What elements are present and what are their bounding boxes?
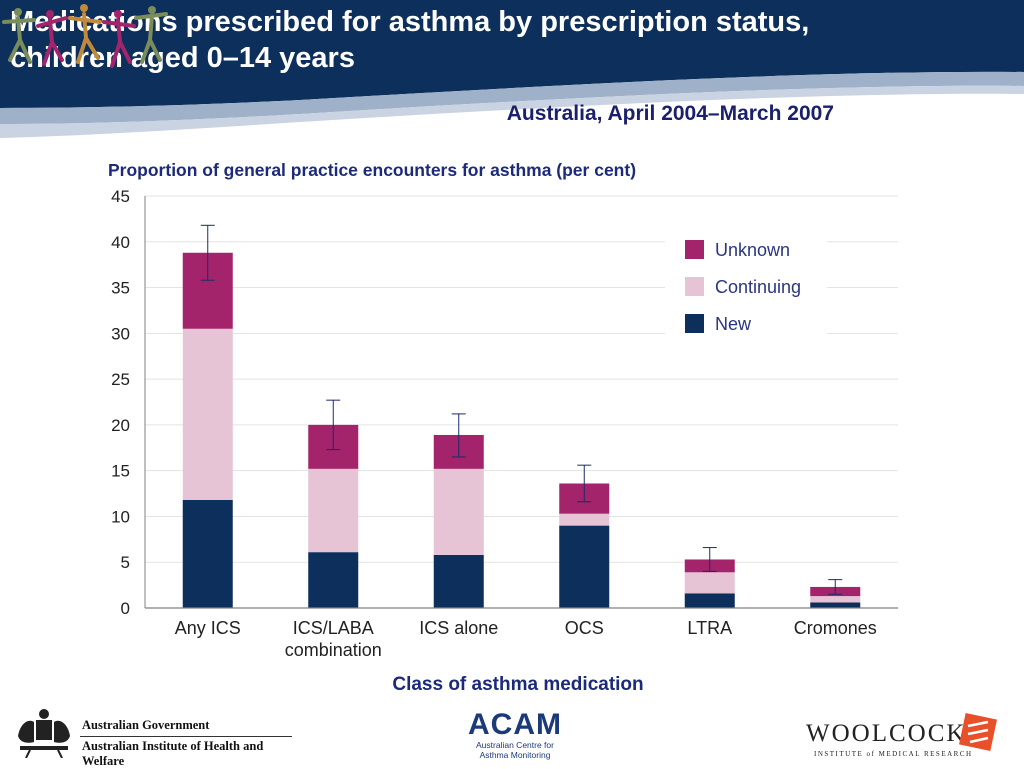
y-tick-label: 25 [111,370,130,389]
acam-logo: ACAM Australian Centre for Asthma Monito… [460,708,570,761]
legend-swatch-continuing [685,277,704,296]
header-swoosh [0,0,1024,138]
australian-government-logo: Australian Government Australian Institu… [12,706,302,768]
bar-new [308,552,359,608]
x-tick-label-line: ICS alone [419,618,498,638]
legend-swatch-new [685,314,704,333]
x-tick-label: LTRA [687,618,732,638]
y-tick-label: 15 [111,462,130,481]
slide-subtitle: Australia, April 2004–March 2007 [506,102,834,125]
acam-line-1: Australian Centre for [476,740,554,750]
y-tick-label: 5 [121,553,130,572]
legend: Unknown Continuing New [665,230,827,345]
bar-new [810,602,861,608]
woolcock-logo: WOOLCOCK INSTITUTE of MEDICAL RESEARCH [806,712,1006,762]
header-banner: Medications prescribed for asthma by pre… [0,0,1024,150]
y-tick-label: 0 [121,599,130,618]
bar-continuing [308,468,359,553]
woolcock-tagline: INSTITUTE of MEDICAL RESEARCH [814,750,973,758]
x-tick-label-line: LTRA [687,618,732,638]
x-tick-label: Any ICS [175,618,241,638]
x-axis-title: Class of asthma medication [392,674,643,695]
bar-continuing [684,572,735,594]
y-tick-label: 10 [111,507,130,526]
x-tick-label-line: ICS/LABA [293,618,374,638]
x-tick-label-line: combination [285,640,382,660]
acam-wordmark: ACAM [468,708,562,741]
legend-swatch-unknown [685,240,704,259]
gov-line-1: Australian Government [82,718,210,732]
legend-label-new: New [715,314,752,334]
gridlines [145,195,898,563]
y-tick-label: 20 [111,416,130,435]
bar-continuing [182,328,233,500]
x-tick-label-line: OCS [565,618,604,638]
slide-title: Medications prescribed for asthma by pre… [10,4,970,76]
legend-label-unknown: Unknown [715,240,790,260]
bar-new [684,593,735,608]
woolcock-wordmark: WOOLCOCK [806,720,967,747]
woolcock-emblem-icon [959,713,997,751]
gov-line-2: Australian Institute of Health and Welfa… [82,739,264,768]
bar-continuing [810,596,861,603]
x-tick-label: ICS/LABA combination [285,618,382,660]
bar-continuing [559,513,610,526]
bar-continuing [433,468,484,555]
coat-of-arms-icon [18,709,70,759]
x-tick-label: ICS alone [419,618,498,638]
x-axis-labels: Any ICS ICS/LABA combination ICS alone OCS LT… [175,618,877,660]
acam-line-2: Asthma Monitoring [479,750,551,760]
y-axis-ticks: 0 5 10 15 20 25 30 35 40 45 [111,187,130,618]
dancing-figures-logo [2,4,168,68]
title-line-2: children aged 0–14 years [10,42,355,74]
stacked-bar-chart: Proportion of general practice encounter… [108,160,898,695]
y-tick-label: 45 [111,187,130,206]
y-axis-title: Proportion of general practice encounter… [108,160,636,180]
x-tick-label: OCS [565,618,604,638]
error-bars [200,224,843,595]
bars [182,252,861,608]
x-tick-label-line: Any ICS [175,618,241,638]
x-tick-label: Cromones [794,618,877,638]
bar-new [182,499,233,608]
y-tick-label: 40 [111,233,130,252]
title-line-1: Medications prescribed for asthma by pre… [10,6,810,38]
bar-new [559,525,610,608]
gov-divider [80,736,292,737]
x-tick-label-line: Cromones [794,618,877,638]
y-tick-label: 35 [111,279,130,298]
bar-new [433,554,484,608]
y-tick-label: 30 [111,324,130,343]
legend-label-continuing: Continuing [715,277,801,297]
